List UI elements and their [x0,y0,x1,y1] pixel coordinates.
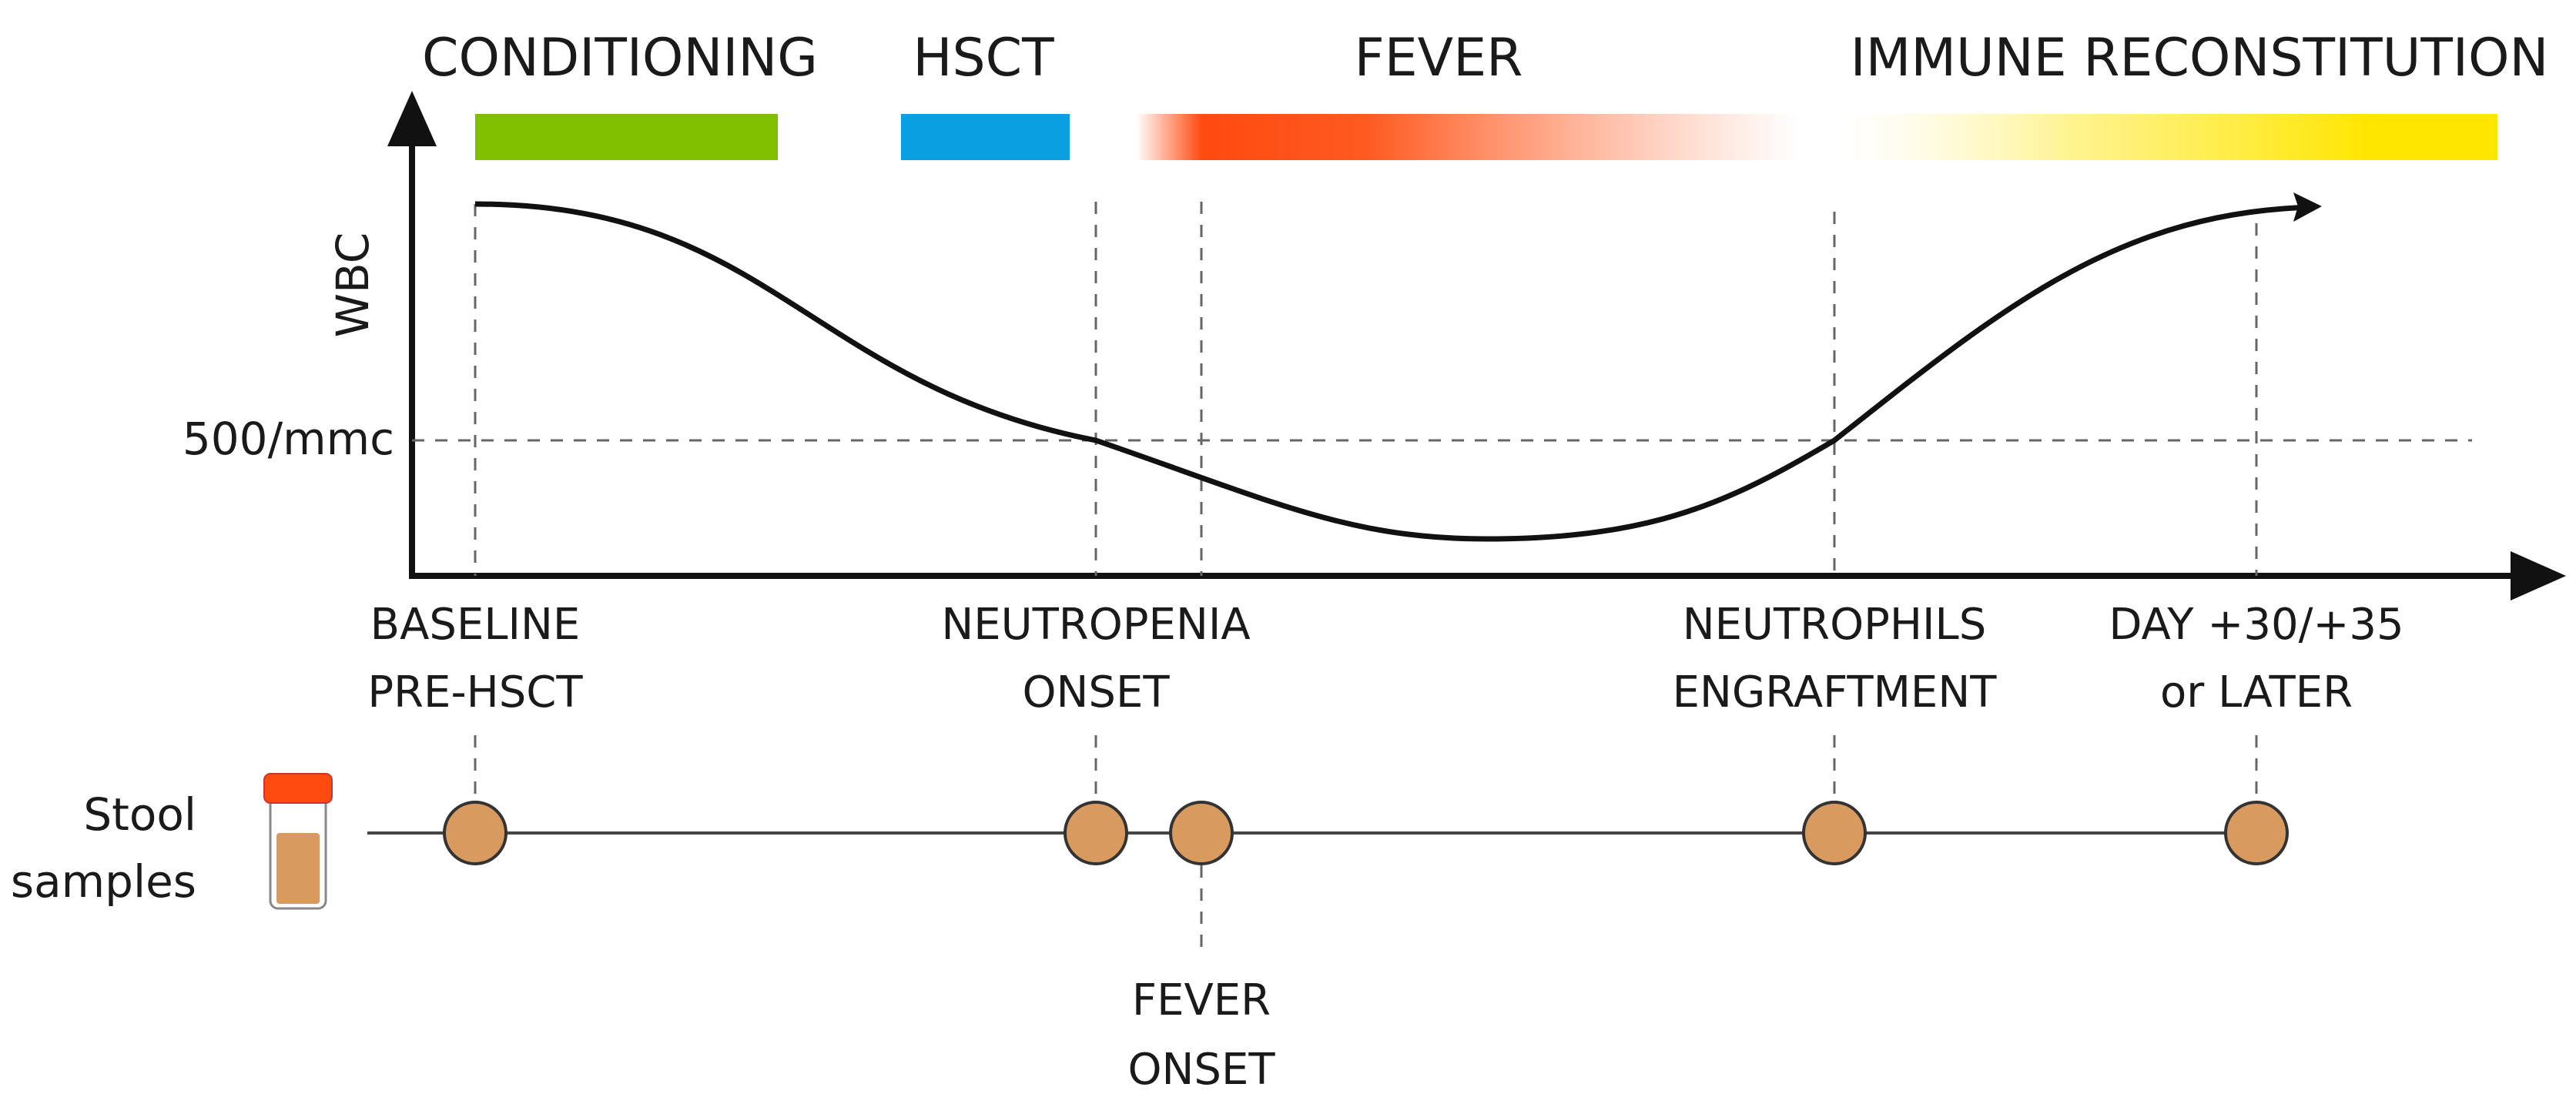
phase-bar-fever [1136,114,1798,160]
phase-bar-hsct [901,114,1070,160]
milestone-fever-onset-line1: FEVER [1132,975,1271,1025]
sample-dot-engraftment [1802,801,1867,865]
milestone-baseline-line1: BASELINE [370,600,581,650]
milestone-engraftment-line2: ENGRAFTMENT [1673,667,1998,718]
y-axis-label: WBC [327,233,379,338]
stool-samples-label-line1: Stool [83,788,196,841]
milestone-day30-line1: DAY +30/+35 [2109,600,2403,650]
milestone-day30-line2: or LATER [2160,667,2353,718]
milestone-baseline-line2: PRE-HSCT [367,667,583,718]
stool-samples-label-line2: samples [11,855,196,908]
phase-label-fever: FEVER [1355,28,1523,89]
stool-container-icon [263,773,333,910]
sample-dot-neutropenia [1064,801,1128,865]
sample-dot-fever-onset [1169,801,1234,865]
phase-bar-conditioning [475,114,778,160]
threshold-label: 500/mmc [183,413,394,465]
sample-dot-day30 [2224,801,2289,865]
milestone-fever-onset-line2: ONSET [1127,1045,1275,1095]
phase-bar-immune-reconstitution [1848,114,2497,160]
milestone-neutropenia-line2: ONSET [1022,667,1170,718]
milestone-neutropenia-line1: NEUTROPENIA [941,600,1250,650]
phase-label-hsct: HSCT [913,28,1054,89]
phase-label-immune-reconstitution: IMMUNE RECONSTITUTION [1851,28,2549,89]
phase-label-conditioning: CONDITIONING [422,28,818,89]
wbc-curve [474,201,2315,542]
sample-dot-baseline [443,801,507,865]
milestone-engraftment-line1: NEUTROPHILS [1683,600,1987,650]
wbc-curve-arrowhead [2293,192,2322,222]
